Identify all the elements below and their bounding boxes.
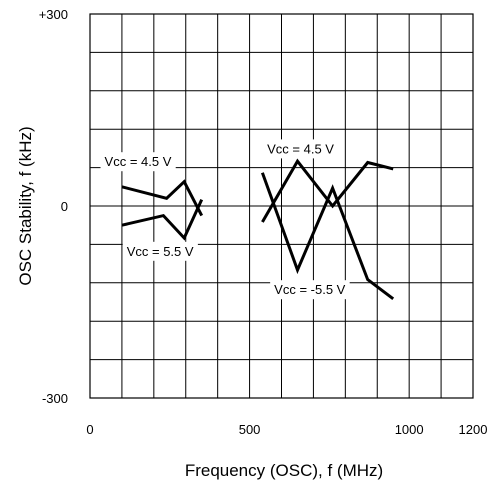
annotation-background bbox=[100, 152, 176, 172]
series-annotation: Vcc = 4.5 V bbox=[100, 152, 176, 172]
x-tick-label: 1200 bbox=[459, 422, 488, 437]
annotation-background bbox=[263, 139, 339, 159]
x-tick-label: 1000 bbox=[395, 422, 424, 437]
y-tick-label: 0 bbox=[61, 199, 68, 214]
y-tick-label: +300 bbox=[39, 7, 68, 22]
annotation-text: Vcc = -5.5 V bbox=[274, 282, 345, 297]
annotation-background bbox=[270, 280, 350, 300]
y-tick-label: -300 bbox=[42, 391, 68, 406]
x-tick-label: 0 bbox=[86, 422, 93, 437]
series-line bbox=[261, 158, 394, 223]
series-line bbox=[121, 179, 204, 217]
annotation-group: Vcc = 4.5 V Vcc = 5.5 V Vcc = 4.5 V Vcc = -… bbox=[100, 139, 350, 300]
annotation-background bbox=[122, 241, 198, 261]
series-line bbox=[121, 198, 204, 241]
plot-frame bbox=[89, 13, 474, 399]
annotation-text: Vcc = 5.5 V bbox=[127, 244, 194, 259]
x-axis-label: Frequency (OSC), f (MHz) bbox=[185, 461, 383, 480]
series-annotation: Vcc = 4.5 V bbox=[263, 139, 339, 159]
annotation-text: Vcc = 4.5 V bbox=[267, 141, 334, 156]
annotation-text: Vcc = 4.5 V bbox=[105, 154, 172, 169]
series-annotation: Vcc = -5.5 V bbox=[270, 280, 350, 300]
x-tick-label: 500 bbox=[239, 422, 261, 437]
grid-lines bbox=[90, 14, 473, 398]
series-line bbox=[260, 172, 395, 300]
y-axis-label: OSC Stability, f (kHz) bbox=[16, 126, 35, 285]
series-group bbox=[121, 158, 395, 300]
series-annotation: Vcc = 5.5 V bbox=[122, 241, 198, 261]
tick-label-group: 0 500 1000 1200 +300 0 -300 bbox=[39, 7, 488, 437]
